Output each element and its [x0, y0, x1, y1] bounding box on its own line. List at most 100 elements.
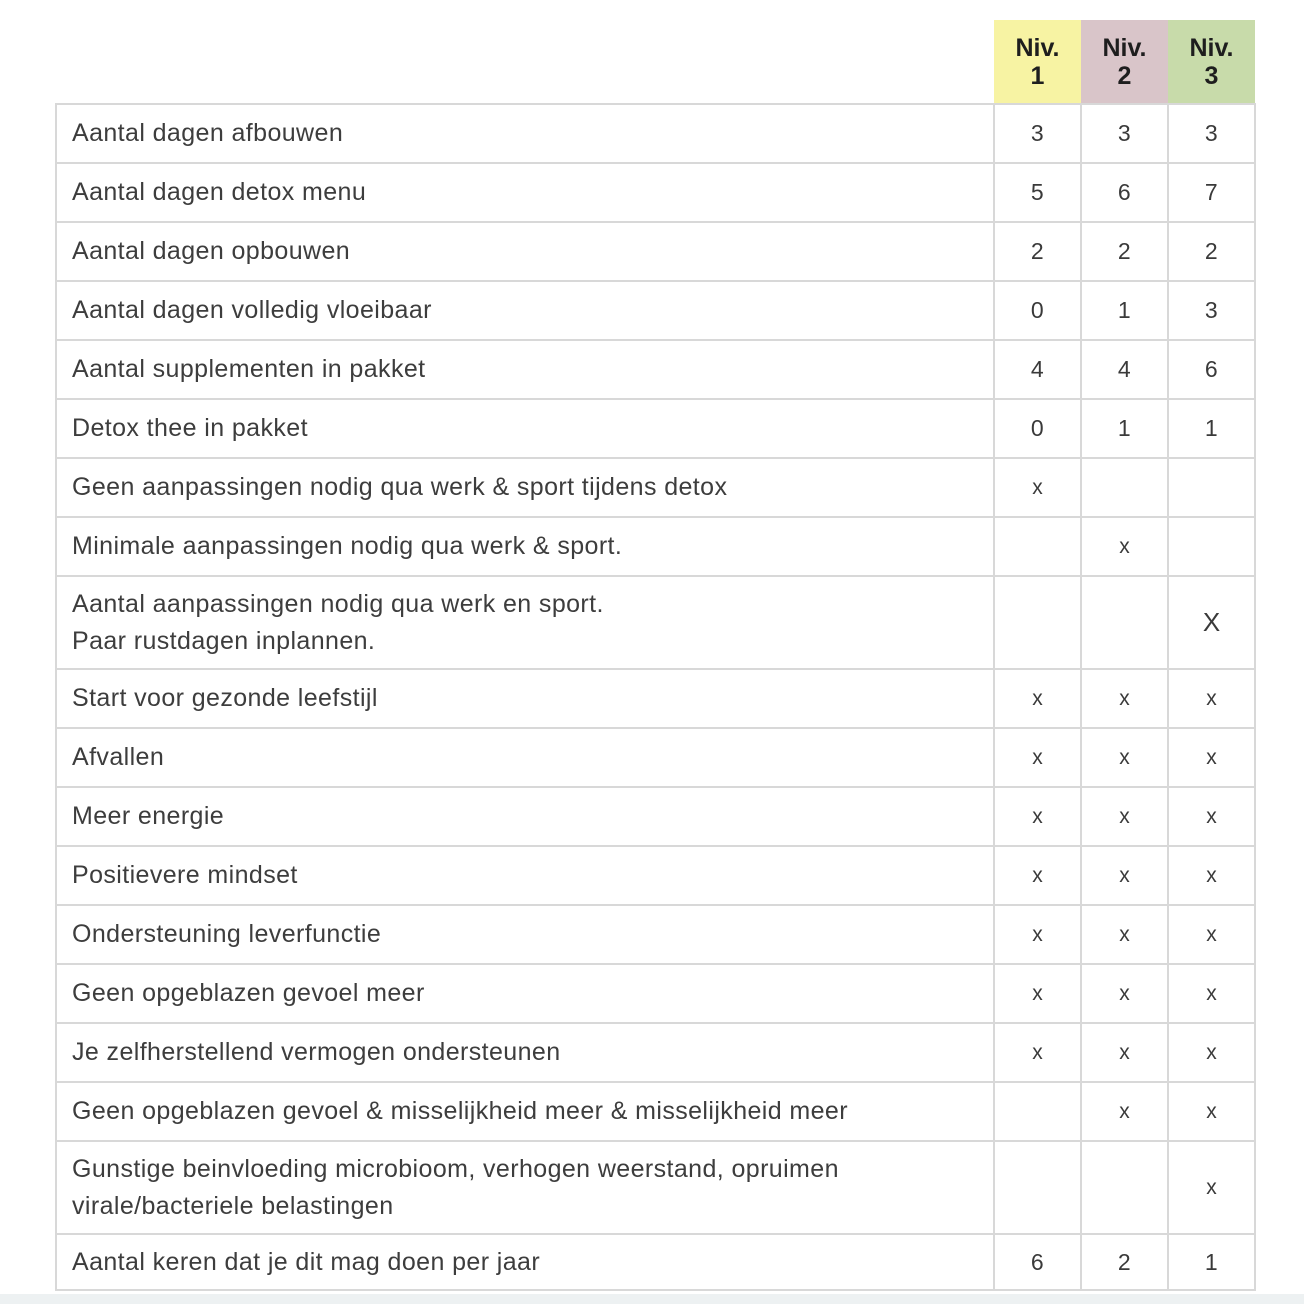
cell-niv-2: x	[1080, 1081, 1169, 1142]
cell-niv-1: x	[993, 668, 1082, 729]
row-label: Detox thee in pakket	[55, 398, 995, 459]
table-row: Geen opgeblazen gevoel meer x x x	[55, 963, 1256, 1024]
row-label: Aantal dagen detox menu	[55, 162, 995, 223]
cell-niv-3: x	[1167, 904, 1256, 965]
cell-niv-2: 6	[1080, 162, 1169, 223]
table-row: Afvallen x x x	[55, 727, 1256, 788]
cell-niv-1	[993, 1081, 1082, 1142]
cell-niv-2: 1	[1080, 280, 1169, 341]
cell-niv-2: x	[1080, 963, 1169, 1024]
cell-niv-2: x	[1080, 668, 1169, 729]
table-row: Aantal dagen afbouwen 3 3 3	[55, 103, 1256, 164]
cell-niv-1: 2	[993, 221, 1082, 282]
cell-niv-1	[993, 516, 1082, 577]
cell-niv-3: x	[1167, 786, 1256, 847]
cell-niv-3: x	[1167, 963, 1256, 1024]
cell-niv-1: x	[993, 845, 1082, 906]
cell-niv-3: 6	[1167, 339, 1256, 400]
header-row: Niv. 1 Niv. 2 Niv. 3	[56, 20, 1255, 104]
cell-niv-2: 2	[1080, 1233, 1169, 1291]
cell-niv-2: x	[1080, 904, 1169, 965]
table-row: Positievere mindset x x x	[55, 845, 1256, 906]
row-label: Minimale aanpassingen nodig qua werk & s…	[55, 516, 995, 577]
row-label: Aantal dagen volledig vloeibaar	[55, 280, 995, 341]
header-niv-1-label: Niv.	[1015, 33, 1060, 62]
cell-niv-1: x	[993, 786, 1082, 847]
cell-niv-1	[993, 575, 1082, 670]
cell-niv-2: x	[1080, 845, 1169, 906]
cell-niv-3: 3	[1167, 280, 1256, 341]
row-label: Geen opgeblazen gevoel meer	[55, 963, 995, 1024]
cell-niv-3: 1	[1167, 1233, 1256, 1291]
cell-niv-2: x	[1080, 1022, 1169, 1083]
row-label: Positievere mindset	[55, 845, 995, 906]
cell-niv-1: 3	[993, 103, 1082, 164]
row-label: Aantal dagen opbouwen	[55, 221, 995, 282]
table-row: Aantal keren dat je dit mag doen per jaa…	[55, 1233, 1256, 1291]
cell-niv-2	[1080, 457, 1169, 518]
row-label: Start voor gezonde leefstijl	[55, 668, 995, 729]
cell-niv-3: 7	[1167, 162, 1256, 223]
row-label: Je zelfherstellend vermogen ondersteunen	[55, 1022, 995, 1083]
header-niv-2-number: 2	[1117, 61, 1132, 90]
header-niv-3-label: Niv.	[1189, 33, 1234, 62]
header-niv-1: Niv. 1	[994, 20, 1081, 104]
cell-niv-1: x	[993, 727, 1082, 788]
cell-niv-1: x	[993, 963, 1082, 1024]
cell-niv-2: 1	[1080, 398, 1169, 459]
table-row: Ondersteuning leverfunctie x x x	[55, 904, 1256, 965]
row-label: Ondersteuning leverfunctie	[55, 904, 995, 965]
table-row: Aantal aanpassingen nodig qua werk en sp…	[55, 575, 1256, 670]
table-row: Start voor gezonde leefstijl x x x	[55, 668, 1256, 729]
cell-niv-3: X	[1167, 575, 1256, 670]
bottom-strip	[0, 1294, 1304, 1304]
table-body: Aantal dagen afbouwen 3 3 3 Aantal dagen…	[55, 103, 1256, 1291]
cell-niv-3: 2	[1167, 221, 1256, 282]
cell-niv-1: 0	[993, 280, 1082, 341]
cell-niv-2: 3	[1080, 103, 1169, 164]
table-row: Aantal dagen volledig vloeibaar 0 1 3	[55, 280, 1256, 341]
comparison-table: Niv. 1 Niv. 2 Niv. 3 Aantal dagen afbouw…	[55, 20, 1256, 1291]
header-niv-2-label: Niv.	[1102, 33, 1147, 62]
cell-niv-1: 6	[993, 1233, 1082, 1291]
cell-niv-3	[1167, 457, 1256, 518]
table-row: Geen opgeblazen gevoel & misselijkheid m…	[55, 1081, 1256, 1142]
cell-niv-2: x	[1080, 727, 1169, 788]
cell-niv-2	[1080, 575, 1169, 670]
table-row: Aantal supplementen in pakket 4 4 6	[55, 339, 1256, 400]
cell-niv-1	[993, 1140, 1082, 1235]
row-label: Gunstige beinvloeding microbioom, verhog…	[55, 1140, 995, 1235]
cell-niv-3: x	[1167, 845, 1256, 906]
table-row: Je zelfherstellend vermogen ondersteunen…	[55, 1022, 1256, 1083]
table-row: Meer energie x x x	[55, 786, 1256, 847]
header-niv-3: Niv. 3	[1168, 20, 1255, 104]
row-label: Geen opgeblazen gevoel & misselijkheid m…	[55, 1081, 995, 1142]
cell-niv-1: 5	[993, 162, 1082, 223]
cell-niv-1: 0	[993, 398, 1082, 459]
row-label: Aantal aanpassingen nodig qua werk en sp…	[55, 575, 995, 670]
cell-niv-2: 4	[1080, 339, 1169, 400]
cell-niv-1: x	[993, 904, 1082, 965]
cell-niv-3	[1167, 516, 1256, 577]
row-label: Meer energie	[55, 786, 995, 847]
cell-niv-2	[1080, 1140, 1169, 1235]
row-label: Geen aanpassingen nodig qua werk & sport…	[55, 457, 995, 518]
row-label: Aantal dagen afbouwen	[55, 103, 995, 164]
header-spacer-cell	[56, 20, 994, 104]
header-niv-1-number: 1	[1030, 61, 1045, 90]
cell-niv-3: 1	[1167, 398, 1256, 459]
table-row: Geen aanpassingen nodig qua werk & sport…	[55, 457, 1256, 518]
cell-niv-1: x	[993, 1022, 1082, 1083]
table-row: Minimale aanpassingen nodig qua werk & s…	[55, 516, 1256, 577]
cell-niv-3: x	[1167, 1081, 1256, 1142]
cell-niv-3: 3	[1167, 103, 1256, 164]
cell-niv-2: 2	[1080, 221, 1169, 282]
cell-niv-1: 4	[993, 339, 1082, 400]
cell-niv-3: x	[1167, 1140, 1256, 1235]
cell-niv-1: x	[993, 457, 1082, 518]
header-niv-2: Niv. 2	[1081, 20, 1168, 104]
row-label: Aantal keren dat je dit mag doen per jaa…	[55, 1233, 995, 1291]
table-row: Detox thee in pakket 0 1 1	[55, 398, 1256, 459]
row-label: Aantal supplementen in pakket	[55, 339, 995, 400]
